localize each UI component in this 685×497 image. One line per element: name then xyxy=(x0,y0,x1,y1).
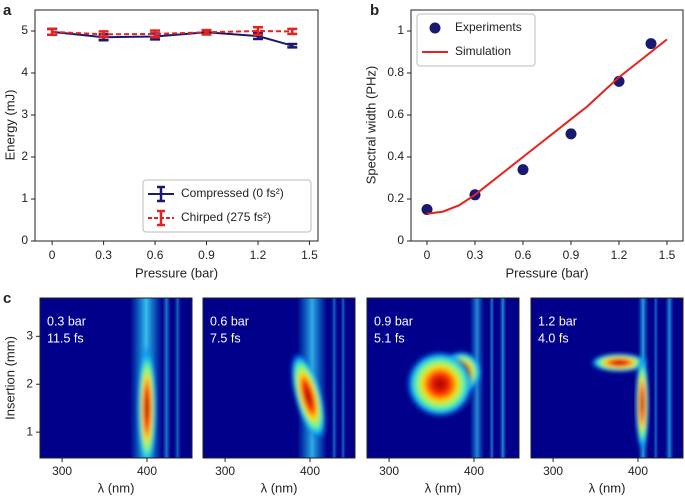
heatmap-stripe xyxy=(665,298,674,458)
y-axis-label: Insertion (mm) xyxy=(2,336,17,420)
x-tick-label: 0.3 xyxy=(467,248,484,262)
panel-label: b xyxy=(370,2,379,19)
series-line xyxy=(52,29,293,36)
scatter-point xyxy=(645,38,657,50)
x-tick-label: 0.3 xyxy=(95,248,112,262)
duration-label: 5.1 fs xyxy=(374,331,405,345)
x-tick-label: 300 xyxy=(379,464,399,478)
heatmap-blob xyxy=(590,353,649,373)
heatmap xyxy=(531,298,683,458)
scatter-point xyxy=(517,164,529,176)
heatmap-stripe xyxy=(499,298,507,458)
x-tick-label: 300 xyxy=(543,464,563,478)
y-tick-label: 0.4 xyxy=(387,149,404,163)
legend-label: Simulation xyxy=(455,44,511,58)
plot-frame xyxy=(34,9,319,242)
y-axis-label: Spectral width (PHz) xyxy=(363,66,378,184)
heatmap-blob xyxy=(406,350,474,418)
heatmap xyxy=(203,298,355,458)
heatmap-blob xyxy=(635,355,650,452)
x-axis-label: λ (nm) xyxy=(425,480,462,495)
pressure-label: 0.6 bar xyxy=(210,314,249,328)
series-line xyxy=(426,38,668,215)
y-tick-label: 1 xyxy=(397,23,404,37)
y-tick-label: 3 xyxy=(21,107,28,121)
heatmap-blob xyxy=(290,352,326,441)
duration-label: 4.0 fs xyxy=(538,331,569,345)
x-tick-label: 400 xyxy=(300,464,320,478)
y-tick-label: 0 xyxy=(397,233,404,247)
x-tick-label: 0.6 xyxy=(515,248,532,262)
x-tick-label: 1.2 xyxy=(250,248,267,262)
duration-label: 11.5 fs xyxy=(47,331,84,345)
y-tick-label: 1 xyxy=(21,191,28,205)
x-tick-label: 1.5 xyxy=(301,248,318,262)
legend-label: Chirped (275 fs²) xyxy=(181,210,271,224)
plot-frame xyxy=(39,297,193,459)
y-tick-label: 3 xyxy=(26,328,33,342)
x-axis-label: Pressure (bar) xyxy=(505,265,588,280)
plot-frame xyxy=(366,297,520,459)
plot-frame xyxy=(202,297,356,459)
y-tick-label: 0.8 xyxy=(387,65,404,79)
x-axis-label: λ (nm) xyxy=(589,480,626,495)
x-tick-label: 400 xyxy=(628,464,648,478)
pressure-label: 0.9 bar xyxy=(374,314,413,328)
pressure-label: 1.2 bar xyxy=(538,314,577,328)
y-tick-label: 2 xyxy=(26,376,33,390)
duration-label: 7.5 fs xyxy=(210,331,241,345)
x-axis-label: λ (nm) xyxy=(98,480,135,495)
y-tick-label: 1 xyxy=(26,424,33,438)
plot-frame xyxy=(410,9,684,242)
y-tick-label: 4 xyxy=(21,65,28,79)
legend-marker xyxy=(429,22,441,34)
x-axis-label: Pressure (bar) xyxy=(135,265,218,280)
legend-label: Compressed (0 fs²) xyxy=(181,186,284,200)
x-tick-label: 0.9 xyxy=(563,248,580,262)
plot-frame xyxy=(530,297,684,459)
scatter-point xyxy=(421,204,433,215)
x-tick-label: 0.6 xyxy=(147,248,164,262)
x-tick-label: 300 xyxy=(215,464,235,478)
heatmap-stripe xyxy=(340,298,346,458)
y-tick-label: 0.6 xyxy=(387,107,404,121)
x-tick-label: 0 xyxy=(49,248,56,262)
x-tick-label: 1.5 xyxy=(659,248,676,262)
heatmap-stripe xyxy=(489,298,495,458)
legend-box xyxy=(142,179,312,233)
y-axis-label: Energy (mJ) xyxy=(2,90,17,161)
heatmap-stripe xyxy=(653,298,659,458)
y-tick-label: 0.2 xyxy=(387,191,404,205)
y-tick-label: 5 xyxy=(21,23,28,37)
heatmap-stripe xyxy=(162,298,171,458)
x-tick-label: 1.2 xyxy=(611,248,628,262)
y-tick-label: 2 xyxy=(21,149,28,163)
panel-label: a xyxy=(3,2,12,19)
x-tick-label: 400 xyxy=(137,464,157,478)
heatmap-blob xyxy=(137,345,157,458)
heatmap xyxy=(40,298,192,458)
heatmap-stripe xyxy=(174,298,181,458)
y-tick-label: 0 xyxy=(21,233,28,247)
heatmap-stripe xyxy=(331,298,338,458)
legend-label: Experiments xyxy=(455,20,522,34)
scatter-point xyxy=(565,128,577,140)
x-axis-label: λ (nm) xyxy=(261,480,298,495)
heatmap-bg xyxy=(203,298,355,458)
heatmap xyxy=(367,298,519,458)
x-tick-label: 0.9 xyxy=(198,248,215,262)
series-line xyxy=(52,30,293,47)
pressure-label: 0.3 bar xyxy=(47,314,86,328)
x-tick-label: 400 xyxy=(464,464,484,478)
x-tick-label: 0 xyxy=(424,248,431,262)
panel-label: c xyxy=(3,290,11,307)
x-tick-label: 300 xyxy=(52,464,72,478)
